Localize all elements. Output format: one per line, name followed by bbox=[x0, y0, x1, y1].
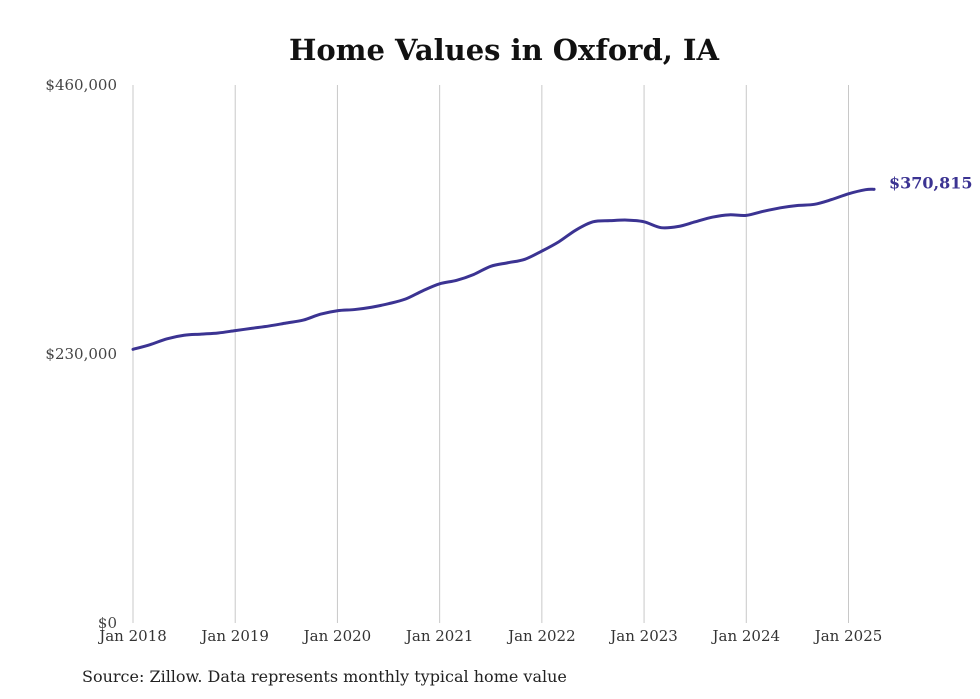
source-note: Source: Zillow. Data represents monthly … bbox=[82, 667, 567, 686]
gridlines bbox=[132, 85, 849, 623]
chart-title: Home Values in Oxford, IA bbox=[289, 33, 719, 67]
y-tick-label: $0 bbox=[98, 614, 117, 632]
series-layer bbox=[131, 187, 876, 351]
x-tick-label: Jan 2019 bbox=[199, 627, 269, 645]
x-tick-label: Jan 2022 bbox=[506, 627, 576, 645]
y-tick-label: $460,000 bbox=[45, 76, 117, 94]
x-axis-ticks: Jan 2018 Jan 2019 Jan 2020 Jan 2021 Jan 2022… bbox=[97, 627, 882, 645]
end-value-label: $370,815 bbox=[889, 173, 973, 192]
x-tick-label: Jan 2021 bbox=[404, 627, 474, 645]
x-tick-label: Jan 2023 bbox=[608, 627, 678, 645]
x-tick-label: Jan 2025 bbox=[813, 627, 883, 645]
y-tick-label: $230,000 bbox=[45, 345, 117, 363]
x-tick-label: Jan 2018 bbox=[97, 627, 167, 645]
y-axis-ticks: $0 $230,000 $460,000 bbox=[45, 76, 117, 632]
series-line-0 bbox=[131, 187, 876, 351]
x-tick-label: Jan 2020 bbox=[302, 627, 372, 645]
x-tick-label: Jan 2024 bbox=[711, 627, 781, 645]
